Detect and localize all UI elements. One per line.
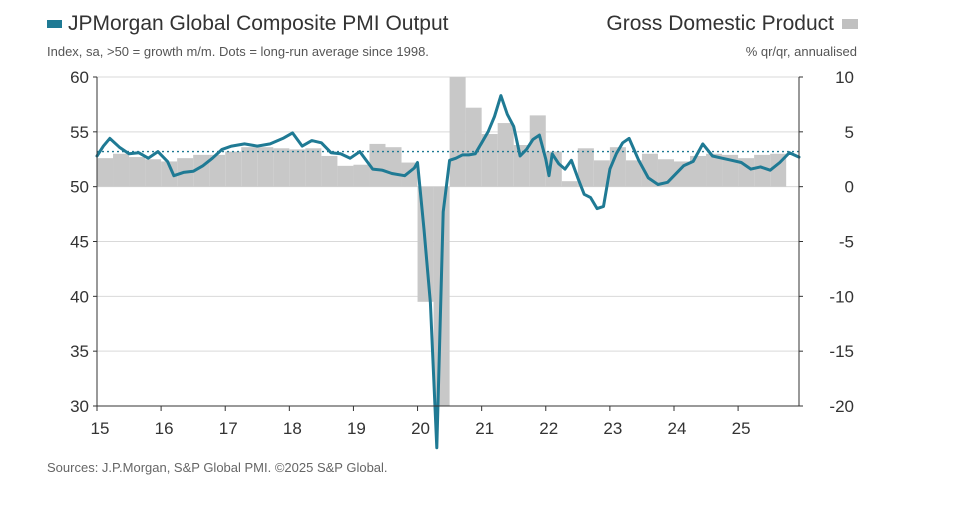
gdp-bar-2024Q4 (722, 154, 739, 187)
x-tick-label: 19 (347, 419, 366, 438)
gdp-bar-2018Q2 (305, 148, 322, 187)
right-tick-label: -5 (839, 233, 854, 252)
gdp-bar-2023Q3 (641, 153, 658, 187)
gdp-bar-2020Q4 (465, 107, 482, 187)
gdp-bar-2019Q3 (385, 147, 402, 187)
gdp-bar-2023Q2 (625, 160, 642, 187)
gdp-bar-2022Q2 (561, 181, 578, 187)
x-tick-label: 23 (603, 419, 622, 438)
pmi-legend-swatch (47, 20, 62, 28)
gdp-bar-2022Q4 (593, 160, 610, 187)
gdp-bar-2015Q2 (113, 153, 130, 187)
left-tick-label: 35 (70, 342, 89, 361)
gdp-bar-2017Q1 (225, 151, 242, 187)
gdp-legend-swatch (842, 19, 858, 29)
gdp-bar-2022Q3 (577, 148, 594, 187)
right-tick-label: -20 (829, 397, 854, 416)
gdp-bar-2016Q4 (209, 154, 226, 187)
gdp-bar-2015Q3 (129, 157, 146, 187)
x-tick-label: 24 (668, 419, 687, 438)
gdp-bar-2020Q3 (449, 77, 466, 187)
right-tick-label: -15 (829, 342, 854, 361)
right-tick-label: 5 (845, 123, 854, 142)
gdp-bar-2024Q2 (690, 155, 707, 187)
subtitle-right: % qr/qr, annualised (745, 44, 857, 59)
gdp-bar-2019Q2 (369, 143, 386, 187)
gdp-bar-2016Q1 (161, 161, 178, 187)
legend-pmi: JPMorgan Global Composite PMI Output (47, 12, 449, 36)
gdp-bar-2021Q1 (481, 134, 498, 187)
right-tick-label: 10 (835, 68, 854, 87)
gdp-bar-2017Q4 (273, 148, 290, 187)
axes (93, 76, 803, 411)
x-tick-label: 16 (155, 419, 174, 438)
gdp-legend-label: Gross Domestic Product (606, 12, 834, 35)
pmi-line-layer (95, 94, 801, 450)
gdp-bar-2015Q4 (145, 159, 162, 187)
gdp-bar-2018Q3 (321, 155, 338, 187)
left-tick-label: 55 (70, 123, 89, 142)
gdp-bar-2024Q1 (673, 161, 691, 187)
x-tick-label: 15 (91, 419, 110, 438)
x-tick-label: 21 (475, 419, 494, 438)
subtitle-left: Index, sa, >50 = growth m/m. Dots = long… (47, 44, 429, 59)
left-tick-label: 60 (70, 68, 89, 87)
x-tick-label: 18 (283, 419, 302, 438)
gdp-bar-2017Q3 (257, 147, 274, 187)
gdp-bar-2021Q3 (513, 144, 530, 187)
left-tick-label: 50 (70, 178, 89, 197)
gdp-bar-2025Q1 (738, 158, 755, 187)
pmi-line (95, 94, 801, 450)
gdp-bar-2025Q2 (754, 154, 771, 187)
source-note: Sources: J.P.Morgan, S&P Global PMI. ©20… (47, 460, 388, 475)
left-tick-label: 40 (70, 287, 89, 306)
gdp-bar-2018Q4 (337, 165, 354, 187)
pmi-legend-label: JPMorgan Global Composite PMI Output (68, 12, 449, 35)
x-tick-label: 25 (732, 419, 751, 438)
gdp-bar-2018Q1 (289, 149, 306, 187)
gdp-bar-2015Q1 (97, 158, 114, 187)
legend-gdp: Gross Domestic Product (606, 12, 858, 36)
gdp-bar-2019Q1 (353, 164, 370, 187)
gdp-bar-2017Q2 (241, 147, 258, 187)
left-tick-label: 30 (70, 397, 89, 416)
right-tick-label: 0 (845, 178, 854, 197)
x-tick-label: 22 (539, 419, 558, 438)
x-tick-label: 17 (219, 419, 238, 438)
gdp-bar-2021Q2 (497, 123, 514, 187)
left-tick-label: 45 (70, 233, 89, 252)
right-tick-label: -10 (829, 287, 854, 306)
gdp-bar-2024Q3 (706, 153, 723, 187)
x-tick-label: 20 (411, 419, 430, 438)
